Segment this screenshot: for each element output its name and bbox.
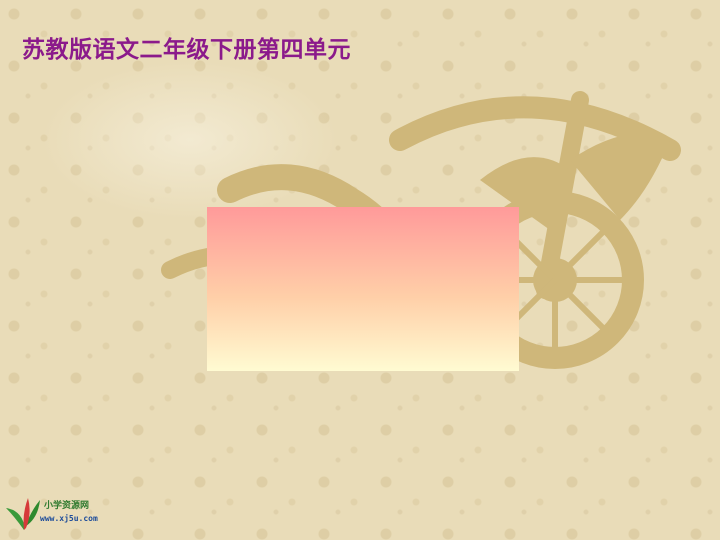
slide-title: 苏教版语文二年级下册第四单元 — [22, 37, 351, 63]
site-logo: 小学资源网 www.xj5u.com — [4, 488, 124, 538]
leaf-logo-icon — [6, 498, 40, 530]
logo-site-name: 小学资源网 — [44, 501, 90, 511]
background-haze — [40, 60, 340, 220]
logo-site-url: www.xj5u.com — [40, 514, 98, 523]
gradient-content-box — [207, 207, 519, 371]
